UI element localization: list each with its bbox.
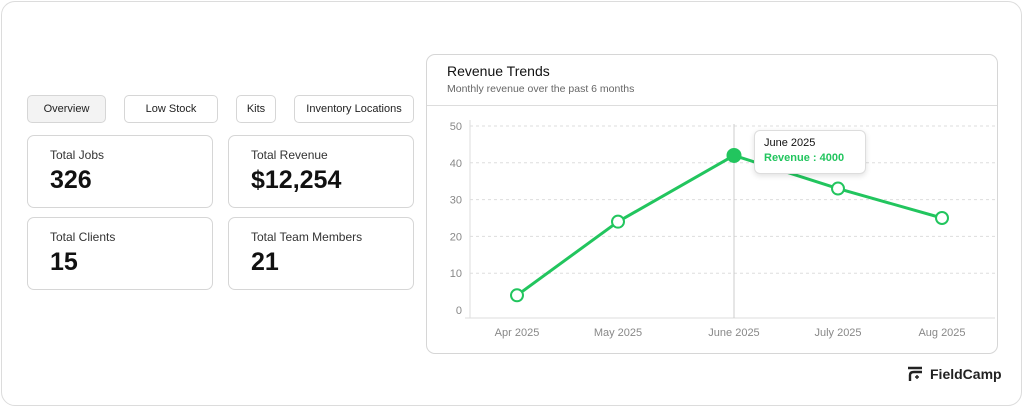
stat-label: Total Team Members xyxy=(251,230,363,244)
y-tick-label: 50 xyxy=(450,121,462,133)
y-tick-label: 20 xyxy=(450,231,462,243)
stat-total-clients: Total Clients 15 xyxy=(27,217,213,290)
data-point xyxy=(935,211,949,225)
stat-label: Total Revenue xyxy=(251,148,328,162)
data-point xyxy=(726,147,742,163)
tab-inventory-locations[interactable]: Inventory Locations xyxy=(294,95,414,123)
y-tick-label: 40 xyxy=(450,158,462,170)
x-tick-label: June 2025 xyxy=(708,327,759,339)
x-tick-label: May 2025 xyxy=(594,327,642,339)
y-tick-label: 0 xyxy=(456,305,462,317)
data-point xyxy=(510,288,524,303)
data-point xyxy=(611,214,625,229)
y-tick-label: 10 xyxy=(450,268,462,280)
tab-low-stock[interactable]: Low Stock xyxy=(124,95,218,123)
stat-total-jobs: Total Jobs 326 xyxy=(27,135,213,208)
fieldcamp-logo: FieldCamp xyxy=(906,366,1002,382)
divider xyxy=(427,105,997,106)
series-line xyxy=(516,153,943,297)
x-tick-label: Apr 2025 xyxy=(495,327,540,339)
fieldcamp-logo-icon xyxy=(908,366,922,381)
brand-name: FieldCamp xyxy=(930,366,1002,382)
stat-total-team-members: Total Team Members 21 xyxy=(228,217,414,290)
stat-value: $12,254 xyxy=(251,166,342,194)
data-point xyxy=(831,181,845,196)
tooltip-title: June 2025 xyxy=(764,137,816,149)
stat-value: 326 xyxy=(50,166,92,194)
tab-overview[interactable]: Overview xyxy=(27,95,106,123)
stat-total-revenue: Total Revenue $12,254 xyxy=(228,135,414,208)
chart-title: Revenue Trends xyxy=(447,63,550,79)
chart-tooltip: June 2025 Revenue : 4000 xyxy=(754,130,866,174)
stat-value: 21 xyxy=(251,248,279,276)
tab-kits[interactable]: Kits xyxy=(236,95,276,123)
y-tick-label: 30 xyxy=(450,195,462,207)
x-tick-label: July 2025 xyxy=(814,327,861,339)
tooltip-value: Revenue : 4000 xyxy=(764,152,845,164)
chart-subtitle: Monthly revenue over the past 6 months xyxy=(447,83,635,95)
revenue-chart-card: Revenue Trends Monthly revenue over the … xyxy=(426,54,998,354)
stat-label: Total Clients xyxy=(50,230,116,244)
stat-value: 15 xyxy=(50,248,78,276)
stat-label: Total Jobs xyxy=(50,148,105,162)
x-tick-label: Aug 2025 xyxy=(918,327,965,339)
